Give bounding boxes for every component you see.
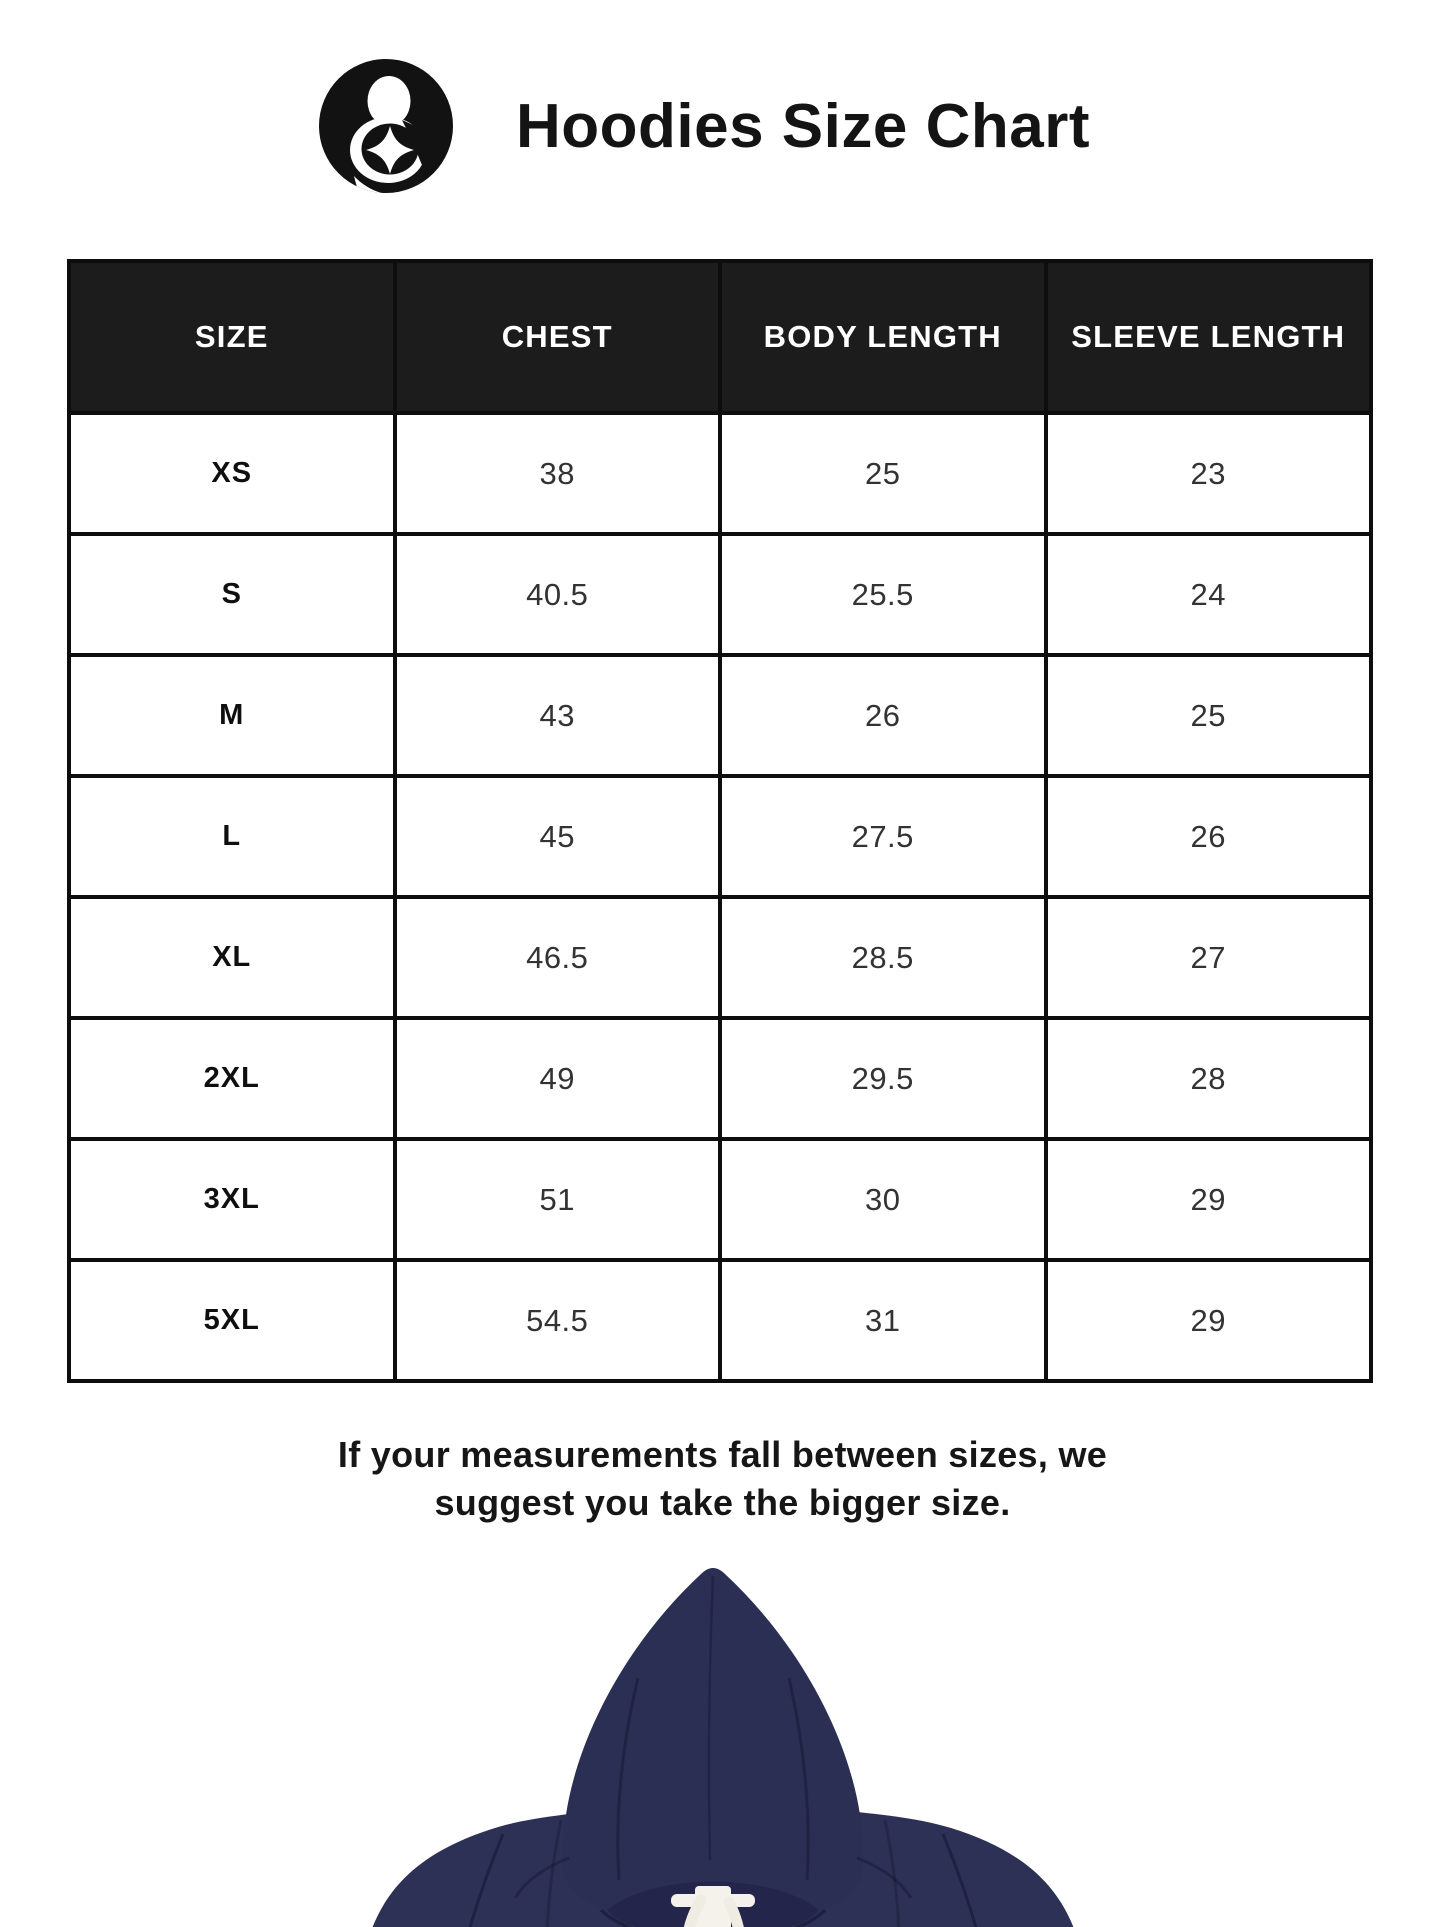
cell-chest: 49 [392,1016,722,1141]
cell-sleeve-length: 24 [1043,532,1373,657]
cell-sleeve-length: 27 [1043,895,1373,1020]
size-chart-table: SIZE CHEST BODY LENGTH SLEEVE LENGTH XS … [67,259,1373,1383]
column-header-chest: CHEST [392,259,722,415]
cell-body-length: 26 [718,653,1048,778]
cell-body-length: 31 [718,1258,1048,1383]
cell-size: XS [67,411,397,536]
cell-size: 2XL [67,1016,397,1141]
cell-sleeve-length: 29 [1043,1258,1373,1383]
table-row-m: M 43 26 25 [67,653,1373,778]
cell-size: 5XL [67,1258,397,1383]
cell-chest: 40.5 [392,532,722,657]
cell-body-length: 29.5 [718,1016,1048,1141]
navy-hoodie-photo [372,1567,1073,1927]
cell-size: 3XL [67,1137,397,1262]
table-row-3xl: 3XL 51 30 29 [67,1137,1373,1262]
cell-chest: 38 [392,411,722,536]
cell-chest: 43 [392,653,722,778]
cell-sleeve-length: 28 [1043,1016,1373,1141]
column-header-body-length: BODY LENGTH [718,259,1048,415]
hoodie-photo-container [0,1558,1445,1927]
size-note: If your measurements fall between sizes,… [337,1434,1108,1523]
cell-chest: 51 [392,1137,722,1262]
cell-sleeve-length: 29 [1043,1137,1373,1262]
table-row-l: L 45 27.5 26 [67,774,1373,899]
table-header-row: SIZE CHEST BODY LENGTH SLEEVE LENGTH [67,259,1373,415]
size-table-container: SIZE CHEST BODY LENGTH SLEEVE LENGTH XS … [67,259,1373,1383]
cell-body-length: 30 [718,1137,1048,1262]
column-header-size: SIZE [67,259,397,415]
cell-sleeve-length: 26 [1043,774,1373,899]
cell-size: S [67,532,397,657]
page-title: Hoodies Size Chart [516,91,1090,161]
cell-chest: 46.5 [392,895,722,1020]
table-row-5xl: 5XL 54.5 31 29 [67,1258,1373,1383]
cell-body-length: 28.5 [718,895,1048,1020]
cell-chest: 45 [392,774,722,899]
cell-body-length: 25.5 [718,532,1048,657]
cell-size: XL [67,895,397,1020]
cell-body-length: 25 [718,411,1048,536]
cell-size: M [67,653,397,778]
table-row-2xl: 2XL 49 29.5 28 [67,1016,1373,1141]
table-row-s: S 40.5 25.5 24 [67,532,1373,657]
cell-body-length: 27.5 [718,774,1048,899]
table-row-xs: XS 38 25 23 [67,411,1373,536]
table-row-xl: XL 46.5 28.5 27 [67,895,1373,1020]
cell-sleeve-length: 25 [1043,653,1373,778]
mother-and-child-logo-icon [319,59,453,193]
column-header-sleeve-length: SLEEVE LENGTH [1043,259,1373,415]
brand-header: Hoodies Size Chart [316,0,1445,196]
cell-sleeve-length: 23 [1043,411,1373,536]
cell-chest: 54.5 [392,1258,722,1383]
cell-size: L [67,774,397,899]
